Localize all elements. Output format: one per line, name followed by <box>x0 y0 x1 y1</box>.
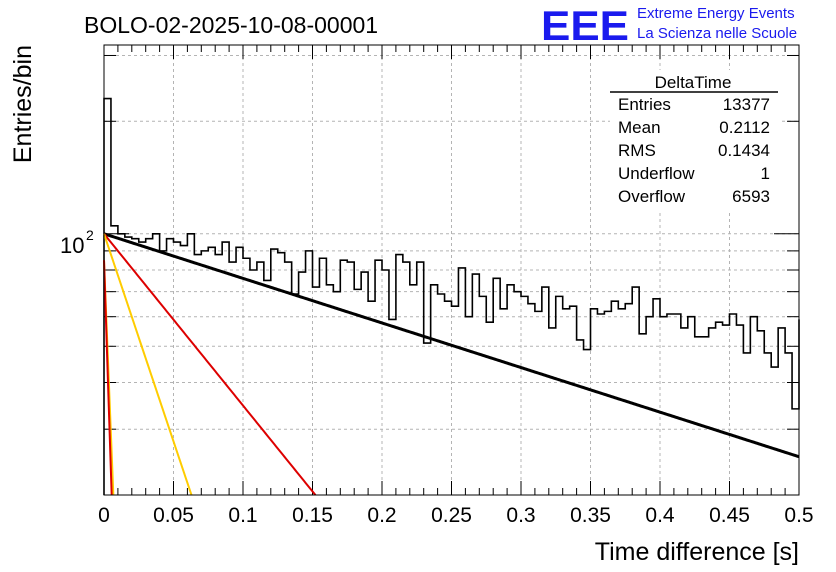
y-axis-title: Entries/bin <box>9 45 37 163</box>
stats-value: 6593 <box>732 187 770 206</box>
stats-label: Entries <box>618 95 671 114</box>
x-tick-label: 0.05 <box>153 504 194 527</box>
x-tick-label: 0.45 <box>709 504 750 527</box>
grid-lines <box>104 45 799 495</box>
x-tick-label: 0.2 <box>367 504 396 527</box>
x-tick-label: 0.15 <box>292 504 333 527</box>
x-axis-title: Time difference [s] <box>595 538 799 566</box>
x-tick-label: 0.5 <box>784 504 813 527</box>
stats-value: 0.1434 <box>718 141 770 160</box>
eee-logo: EEE <box>541 2 629 49</box>
stats-rows: Entries 13377 Mean 0.2112 RMS 0.1434 Underflow… <box>618 95 770 206</box>
plot-area <box>103 97 800 496</box>
y-tick-base: 10 <box>60 233 84 258</box>
stats-label: RMS <box>618 141 656 160</box>
stats-value: 13377 <box>723 95 770 114</box>
x-tick-label: 0 <box>98 504 110 527</box>
y-tick-label: 10 2 <box>60 227 94 258</box>
stats-value: 1 <box>761 164 770 183</box>
stats-label: Overflow <box>618 187 686 206</box>
x-tick-labels: 0 0.05 0.1 0.15 0.2 0.25 0.3 0.35 0.4 0.45 0.5 <box>98 504 813 527</box>
fit-curve-slow-component <box>103 233 317 496</box>
stats-value: 0.2112 <box>719 118 770 137</box>
histogram-bins <box>103 97 800 495</box>
logo-line-2: La Scienza nelle Scuole <box>637 25 797 42</box>
y-tick-exponent: 2 <box>86 227 94 243</box>
stats-box: DeltaTime Entries 13377 Mean 0.2112 RMS 0.143… <box>610 70 780 210</box>
fit-curve-total-fit <box>103 232 800 459</box>
logo-line-1: Extreme Energy Events <box>637 5 795 22</box>
x-tick-label: 0.35 <box>570 504 611 527</box>
x-tick-label: 0.3 <box>506 504 535 527</box>
stats-label: Underflow <box>618 164 695 183</box>
run-title: BOLO-02-2025-10-08-00001 <box>84 12 378 38</box>
plot-frame <box>103 44 800 496</box>
fit-curve-fast-component-red- <box>103 260 113 496</box>
x-tick-label: 0.4 <box>645 504 675 527</box>
fit-curve-medium-component <box>103 233 193 496</box>
x-tick-label: 0.25 <box>431 504 472 527</box>
stats-label: Mean <box>618 118 661 137</box>
stats-box-background <box>610 70 780 210</box>
x-tick-label: 0.1 <box>228 504 257 527</box>
stats-title: DeltaTime <box>655 73 732 92</box>
